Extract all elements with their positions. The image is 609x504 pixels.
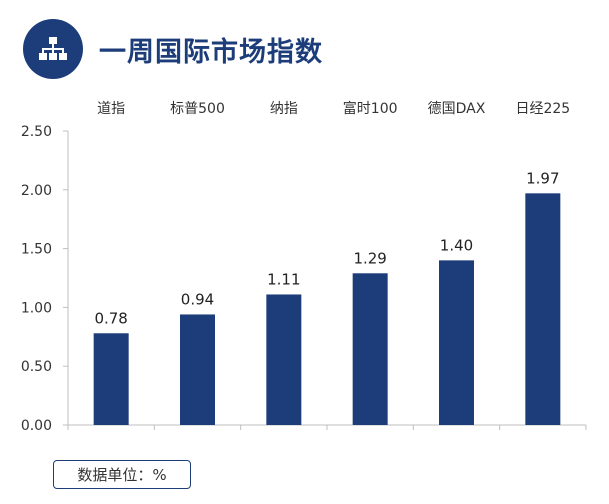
page-title: 一周国际市场指数	[99, 36, 323, 68]
bar	[525, 193, 561, 425]
y-tick-label: 0.00	[21, 418, 52, 434]
y-tick-label: 0.50	[21, 359, 52, 375]
category-label: 道指	[97, 101, 125, 117]
bar-value-label: 0.94	[181, 290, 214, 308]
bar	[93, 333, 129, 425]
bar	[180, 314, 215, 425]
bar	[439, 260, 474, 425]
bar	[266, 294, 302, 425]
bar-value-label: 0.78	[94, 309, 127, 327]
bar-value-label: 1.11	[267, 270, 300, 288]
category-label: 富时100	[343, 100, 398, 117]
org-chart-icon	[23, 19, 83, 79]
bar-value-label: 1.97	[526, 169, 559, 187]
category-label: 纳指	[270, 101, 298, 117]
y-tick-label: 1.00	[21, 300, 52, 316]
y-tick-label: 1.50	[21, 242, 52, 258]
category-label: 德国DAX	[428, 101, 486, 117]
category-label: 日经225	[515, 101, 570, 117]
bar-value-label: 1.29	[353, 249, 386, 267]
y-tick-label: 2.50	[21, 124, 52, 140]
header: 一周国际市场指数	[23, 14, 323, 84]
bar-value-label: 1.40	[440, 236, 473, 254]
category-label: 标普500	[170, 101, 225, 117]
y-tick-label: 2.00	[21, 183, 52, 199]
bar	[352, 273, 388, 425]
unit-label: 数据单位：%	[53, 460, 191, 489]
